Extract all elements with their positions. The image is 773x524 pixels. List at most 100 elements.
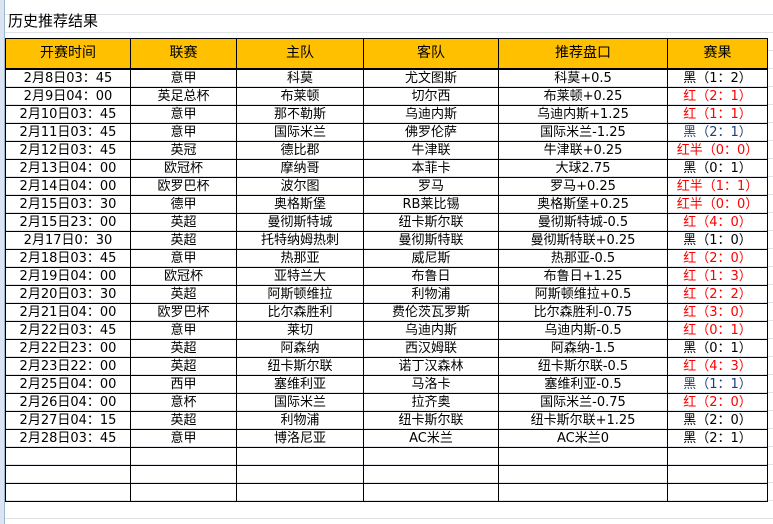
cell-result[interactable]: 黑（2：1） bbox=[667, 123, 768, 142]
cell-league[interactable]: 欧冠杯 bbox=[130, 159, 237, 178]
cell-result[interactable]: 红（4：0） bbox=[667, 213, 768, 232]
cell-time[interactable]: 2月9日04：00 bbox=[5, 87, 131, 106]
cell-league[interactable]: 英冠 bbox=[130, 141, 237, 160]
cell-league[interactable]: 意甲 bbox=[130, 429, 237, 448]
cell-away[interactable]: 威尼斯 bbox=[363, 249, 499, 268]
empty-cell[interactable] bbox=[130, 483, 237, 502]
cell-result[interactable]: 红（2：2） bbox=[667, 285, 768, 304]
cell-result[interactable]: 红半（0：0） bbox=[667, 141, 768, 160]
cell-pick[interactable]: 乌迪内斯-0.5 bbox=[498, 321, 668, 340]
cell-pick[interactable]: 纽卡斯尔联+1.25 bbox=[498, 411, 668, 430]
cell-away[interactable]: 诺丁汉森林 bbox=[363, 357, 499, 376]
cell-result[interactable]: 红（1：3） bbox=[667, 267, 768, 286]
cell-time[interactable]: 2月26日04：00 bbox=[5, 393, 131, 412]
cell-pick[interactable]: 比尔森胜利-0.75 bbox=[498, 303, 668, 322]
cell-away[interactable]: 切尔西 bbox=[363, 87, 499, 106]
cell-time[interactable]: 2月23日22：00 bbox=[5, 357, 131, 376]
empty-cell[interactable] bbox=[667, 483, 768, 502]
cell-league[interactable]: 欧罗巴杯 bbox=[130, 177, 237, 196]
header-home[interactable]: 主队 bbox=[236, 38, 364, 70]
cell-home[interactable]: 国际米兰 bbox=[236, 123, 364, 142]
cell-pick[interactable]: 塞维利亚-0.5 bbox=[498, 375, 668, 394]
cell-home[interactable]: 博洛尼亚 bbox=[236, 429, 364, 448]
cell-league[interactable]: 意甲 bbox=[130, 249, 237, 268]
cell-time[interactable]: 2月15日03：30 bbox=[5, 195, 131, 214]
cell-result[interactable]: 黑（1：1） bbox=[667, 375, 768, 394]
cell-league[interactable]: 英超 bbox=[130, 411, 237, 430]
empty-cell[interactable] bbox=[498, 465, 668, 484]
cell-home[interactable]: 摩纳哥 bbox=[236, 159, 364, 178]
cell-away[interactable]: 纽卡斯尔联 bbox=[363, 411, 499, 430]
cell-league[interactable]: 意甲 bbox=[130, 105, 237, 124]
cell-time[interactable]: 2月14日04：00 bbox=[5, 177, 131, 196]
cell-pick[interactable]: 大球2.75 bbox=[498, 159, 668, 178]
cell-pick[interactable]: 曼彻斯特联+0.25 bbox=[498, 231, 668, 250]
empty-cell[interactable] bbox=[130, 465, 237, 484]
cell-home[interactable]: 纽卡斯尔联 bbox=[236, 357, 364, 376]
cell-result[interactable]: 红半（1：1） bbox=[667, 177, 768, 196]
cell-league[interactable]: 英超 bbox=[130, 285, 237, 304]
cell-away[interactable]: 马洛卡 bbox=[363, 375, 499, 394]
cell-result[interactable]: 黑（1：2） bbox=[667, 68, 768, 88]
empty-cell[interactable] bbox=[667, 447, 768, 466]
empty-cell[interactable] bbox=[236, 447, 364, 466]
cell-home[interactable]: 那不勒斯 bbox=[236, 105, 364, 124]
cell-away[interactable]: 尤文图斯 bbox=[363, 68, 499, 88]
cell-away[interactable]: 纽卡斯尔联 bbox=[363, 213, 499, 232]
cell-result[interactable]: 红（2：0） bbox=[667, 249, 768, 268]
empty-cell[interactable] bbox=[236, 483, 364, 502]
cell-pick[interactable]: 纽卡斯尔联-0.5 bbox=[498, 357, 668, 376]
cell-away[interactable]: 罗马 bbox=[363, 177, 499, 196]
empty-cell[interactable] bbox=[5, 483, 131, 502]
cell-away[interactable]: 利物浦 bbox=[363, 285, 499, 304]
cell-time[interactable]: 2月27日04：15 bbox=[5, 411, 131, 430]
empty-cell[interactable] bbox=[5, 447, 131, 466]
cell-home[interactable]: 波尔图 bbox=[236, 177, 364, 196]
cell-result[interactable]: 红（2：1） bbox=[667, 87, 768, 106]
cell-pick[interactable]: 奥格斯堡+0.25 bbox=[498, 195, 668, 214]
cell-time[interactable]: 2月13日04：00 bbox=[5, 159, 131, 178]
cell-league[interactable]: 德甲 bbox=[130, 195, 237, 214]
header-league[interactable]: 联赛 bbox=[130, 38, 237, 70]
cell-time[interactable]: 2月20日03：30 bbox=[5, 285, 131, 304]
cell-time[interactable]: 2月19日04：00 bbox=[5, 267, 131, 286]
cell-league[interactable]: 英超 bbox=[130, 213, 237, 232]
cell-time[interactable]: 2月11日03：45 bbox=[5, 123, 131, 142]
cell-away[interactable]: 乌迪内斯 bbox=[363, 105, 499, 124]
cell-away[interactable]: 本菲卡 bbox=[363, 159, 499, 178]
cell-league[interactable]: 英足总杯 bbox=[130, 87, 237, 106]
cell-home[interactable]: 国际米兰 bbox=[236, 393, 364, 412]
cell-away[interactable]: AC米兰 bbox=[363, 429, 499, 448]
cell-pick[interactable]: 阿森纳-1.5 bbox=[498, 339, 668, 358]
cell-time[interactable]: 2月22日23：00 bbox=[5, 339, 131, 358]
cell-home[interactable]: 热那亚 bbox=[236, 249, 364, 268]
cell-pick[interactable]: 布莱顿+0.25 bbox=[498, 87, 668, 106]
cell-league[interactable]: 意甲 bbox=[130, 68, 237, 88]
cell-home[interactable]: 科莫 bbox=[236, 68, 364, 88]
cell-league[interactable]: 意甲 bbox=[130, 123, 237, 142]
cell-away[interactable]: RB莱比锡 bbox=[363, 195, 499, 214]
cell-time[interactable]: 2月22日03：45 bbox=[5, 321, 131, 340]
cell-away[interactable]: 乌迪内斯 bbox=[363, 321, 499, 340]
cell-home[interactable]: 比尔森胜利 bbox=[236, 303, 364, 322]
empty-cell[interactable] bbox=[130, 447, 237, 466]
cell-away[interactable]: 佛罗伦萨 bbox=[363, 123, 499, 142]
cell-result[interactable]: 黑（2：1） bbox=[667, 429, 768, 448]
cell-result[interactable]: 红（4：3） bbox=[667, 357, 768, 376]
cell-time[interactable]: 2月12日03：45 bbox=[5, 141, 131, 160]
cell-pick[interactable]: 科莫+0.5 bbox=[498, 68, 668, 88]
cell-time[interactable]: 2月10日03：45 bbox=[5, 105, 131, 124]
cell-time[interactable]: 2月17日0：30 bbox=[5, 231, 131, 250]
cell-pick[interactable]: 国际米兰-1.25 bbox=[498, 123, 668, 142]
cell-away[interactable]: 布鲁日 bbox=[363, 267, 499, 286]
row-header-strip[interactable] bbox=[0, 0, 5, 524]
empty-cell[interactable] bbox=[667, 465, 768, 484]
empty-cell[interactable] bbox=[363, 465, 499, 484]
cell-league[interactable]: 意甲 bbox=[130, 321, 237, 340]
empty-cell[interactable] bbox=[5, 465, 131, 484]
empty-cell[interactable] bbox=[498, 483, 668, 502]
cell-home[interactable]: 利物浦 bbox=[236, 411, 364, 430]
cell-away[interactable]: 拉齐奥 bbox=[363, 393, 499, 412]
cell-home[interactable]: 奥格斯堡 bbox=[236, 195, 364, 214]
cell-pick[interactable]: 罗马+0.25 bbox=[498, 177, 668, 196]
